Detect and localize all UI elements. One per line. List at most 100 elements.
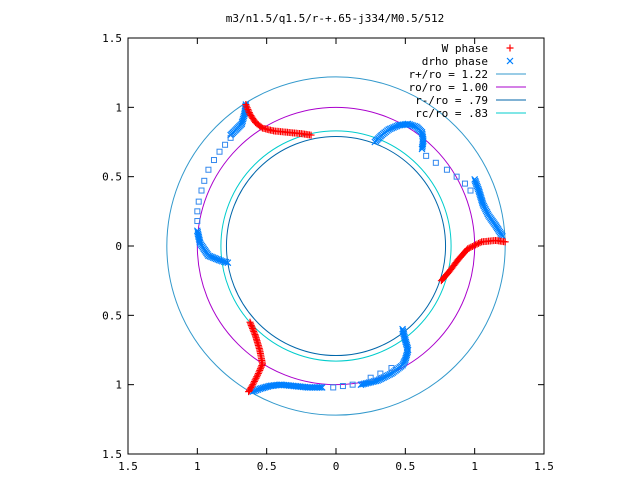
drho-sparse-point-10 [423, 152, 430, 159]
drho-sparse-point-12 [443, 166, 450, 173]
w-point-1-20 [468, 242, 476, 250]
w-point-1-18 [471, 241, 479, 249]
w-point-1-48 [437, 277, 445, 285]
drho-sparse-point-8 [194, 208, 201, 215]
drho-sparse-point-9 [194, 218, 201, 225]
drho-point-5-2 [252, 386, 260, 394]
y-tick-label-0: 1.5 [102, 448, 122, 461]
drho-sparse-point-13 [453, 173, 460, 180]
circle-1 [196, 106, 476, 386]
drho-sparse-point-14 [461, 180, 468, 187]
x-tick-label-5: 1 [471, 460, 478, 473]
w-point-1-21 [467, 243, 475, 251]
drho-sparse-point-19 [349, 381, 356, 388]
drho-sparse-point-7 [195, 198, 202, 205]
w-point-1-17 [473, 240, 481, 248]
circle-0 [166, 76, 506, 416]
w-point-2-6 [250, 328, 258, 336]
drho-point-3-28 [222, 258, 230, 266]
w-point-0-1 [243, 102, 251, 110]
x-tick-label-4: 0.5 [395, 460, 415, 473]
y-tick-label-3: 0 [115, 240, 122, 253]
w-point-2-38 [250, 379, 258, 387]
w-point-2-2 [247, 321, 255, 329]
drho-point-2-37 [471, 177, 479, 185]
w-point-2-36 [251, 376, 259, 384]
drho-sparse-point-5 [201, 177, 208, 184]
w-point-2-31 [255, 368, 263, 376]
w-point-0-0 [242, 101, 250, 109]
drho-sparse-point-18 [367, 374, 374, 381]
w-point-2-27 [258, 361, 266, 369]
w-point-2-28 [257, 363, 265, 371]
drho-sparse-point-0 [227, 134, 234, 141]
w-point-0-2 [243, 104, 251, 112]
legend-label-5: rc/ro = .83 [415, 107, 488, 120]
y-tick-label-2: 0.5 [102, 309, 122, 322]
w-point-1-16 [475, 239, 483, 247]
drho-sparse-point-15 [467, 187, 474, 194]
drho-sparse-point-1 [222, 141, 229, 148]
y-tick-label-4: 0.5 [102, 171, 122, 184]
drho-point-1-43 [418, 145, 426, 153]
w-point-2-5 [249, 326, 257, 334]
chart-title: m3/n1.5/q1.5/r-+.65-j334/M0.5/512 [226, 12, 445, 25]
y-tick-label-1: 1 [115, 379, 122, 392]
drho-sparse-point-6 [198, 187, 205, 194]
w-point-2-37 [250, 377, 258, 385]
w-point-2-26 [259, 360, 267, 368]
w-point-2-29 [256, 365, 264, 373]
w-point-0-46 [307, 131, 315, 139]
x-tick-label-1: 1 [194, 460, 201, 473]
w-point-2-33 [254, 371, 262, 379]
drho-point-4-50 [357, 381, 365, 389]
drho-sparse-point-17 [377, 370, 384, 377]
w-point-1-19 [470, 242, 478, 250]
legend-label-3: ro/ro = 1.00 [409, 81, 488, 94]
w-point-2-43 [245, 386, 253, 394]
w-point-0-3 [244, 105, 252, 113]
drho-sparse-point-11 [432, 159, 439, 166]
w-point-1-15 [476, 239, 484, 247]
w-point-2-0 [246, 318, 254, 326]
w-point-2-8 [251, 331, 259, 339]
circles-layer [166, 76, 506, 416]
w-point-2-30 [256, 366, 264, 374]
x-tick-label-6: 1.5 [534, 460, 554, 473]
y-tick-label-5: 1 [115, 101, 122, 114]
drho-point-3-29 [224, 259, 232, 267]
legend-marker-1 [506, 57, 514, 65]
drho-sparse-point-3 [210, 157, 217, 164]
w-point-2-32 [254, 370, 262, 378]
x-tick-label-3: 0 [333, 460, 340, 473]
drho-phase-layer [193, 101, 506, 396]
w-point-2-35 [252, 374, 260, 382]
w-phase-layer [242, 101, 509, 396]
y-tick-label-6: 1.5 [102, 32, 122, 45]
circle-3 [220, 130, 452, 362]
legend-label-4: r-/ro = .79 [415, 94, 488, 107]
drho-sparse-point-2 [216, 148, 223, 155]
w-point-0-16 [257, 123, 265, 131]
drho-sparse-point-21 [330, 384, 337, 391]
drho-point-5-41 [318, 384, 326, 391]
w-point-0-4 [245, 107, 253, 115]
drho-point-2-38 [471, 176, 479, 183]
w-point-1-14 [478, 238, 486, 246]
w-point-2-34 [253, 373, 261, 381]
x-tick-label-2: 0.5 [257, 460, 277, 473]
legend-label-2: r+/ro = 1.22 [409, 68, 488, 81]
w-point-2-7 [250, 329, 258, 337]
x-tick-label-0: 1.5 [118, 460, 138, 473]
legend-label-1: drho phase [422, 55, 488, 68]
w-point-0-5 [245, 109, 253, 117]
w-point-2-44 [245, 388, 253, 396]
circle-2 [225, 135, 447, 357]
w-point-2-1 [247, 320, 255, 328]
legend-label-0: W phase [442, 42, 488, 55]
w-point-2-4 [248, 324, 256, 332]
w-point-1-47 [438, 275, 446, 283]
